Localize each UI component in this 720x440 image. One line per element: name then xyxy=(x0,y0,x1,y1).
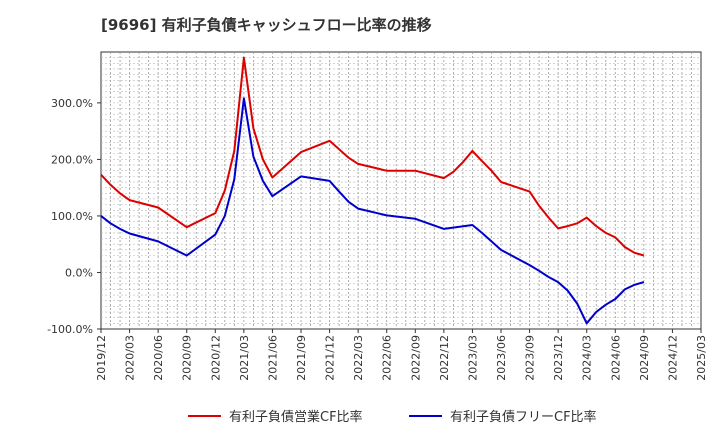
x-tick-label: 2022/12 xyxy=(438,335,451,381)
y-axis: -100.0% 0.0% 100.0% 200.0% 300.0% xyxy=(47,97,101,336)
legend-label-1: 有利子負債営業CF比率 xyxy=(229,409,363,425)
x-tick-label: 2023/12 xyxy=(552,335,565,381)
x-tick-label: 2021/03 xyxy=(238,335,251,381)
y-tick-label: -100.0% xyxy=(47,323,93,336)
x-tick-label: 2019/12 xyxy=(95,335,108,381)
x-tick-label: 2021/06 xyxy=(266,335,279,381)
plot-frame xyxy=(100,51,702,330)
x-tick-label: 2023/09 xyxy=(524,335,537,381)
x-axis: 2019/12 2020/03 2020/06 2020/09 2020/12 2021/… xyxy=(95,329,708,381)
legend: 有利子負債営業CF比率 有利子負債フリーCF比率 xyxy=(188,409,597,425)
chart-title: [9696] 有利子負債キャッシュフロー比率の推移 xyxy=(101,16,432,34)
y-tick-label: 100.0% xyxy=(51,210,93,223)
x-tick-label: 2020/06 xyxy=(152,335,165,381)
x-tick-label: 2025/03 xyxy=(695,335,708,381)
y-tick-label: 300.0% xyxy=(51,97,93,110)
x-tick-label: 2020/09 xyxy=(181,335,194,381)
x-tick-label: 2024/12 xyxy=(666,335,679,381)
plot-area xyxy=(100,51,702,330)
y-tick-label: 200.0% xyxy=(51,153,93,166)
series-line-1 xyxy=(100,56,645,257)
series-group xyxy=(100,56,645,325)
series-line-2 xyxy=(100,97,645,325)
x-tick-label: 2022/06 xyxy=(381,335,394,381)
x-tick-label: 2022/03 xyxy=(352,335,365,381)
x-tick-label: 2024/03 xyxy=(581,335,594,381)
grid xyxy=(101,52,701,329)
legend-label-2: 有利子負債フリーCF比率 xyxy=(450,409,597,425)
x-tick-label: 2023/03 xyxy=(466,335,479,381)
x-tick-label: 2024/09 xyxy=(638,335,651,381)
x-tick-label: 2020/03 xyxy=(124,335,137,381)
x-tick-label: 2021/09 xyxy=(295,335,308,381)
x-tick-label: 2023/06 xyxy=(495,335,508,381)
y-tick-label: 0.0% xyxy=(65,266,93,279)
x-tick-label: 2020/12 xyxy=(209,335,222,381)
x-tick-label: 2022/09 xyxy=(409,335,422,381)
x-tick-label: 2021/12 xyxy=(324,335,337,381)
x-tick-label: 2024/06 xyxy=(609,335,622,381)
